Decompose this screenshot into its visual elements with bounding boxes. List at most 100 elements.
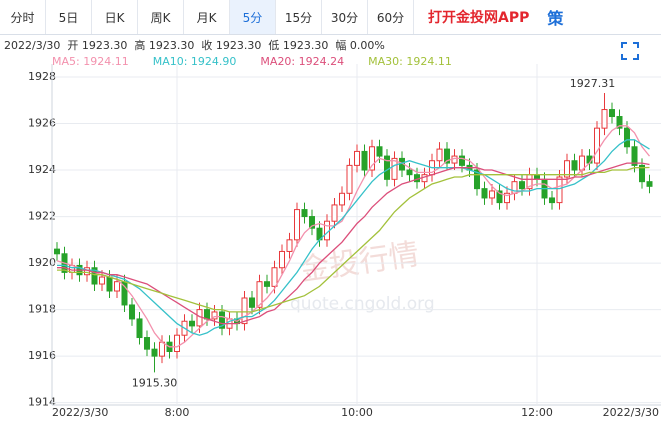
candle-body	[369, 146, 375, 171]
tab[interactable]: 15分	[276, 0, 322, 34]
candle-body	[279, 250, 285, 269]
candle-body	[496, 190, 503, 204]
candle-body	[91, 267, 98, 285]
candle-body	[631, 146, 638, 166]
info-text: 高 1923.30	[134, 38, 194, 52]
candle-body	[481, 188, 488, 199]
x-tick-label: 12:00	[521, 406, 553, 419]
x-tick-label: 10:00	[341, 406, 373, 419]
tab[interactable]: 60分	[368, 0, 414, 34]
legend-entry: MA20: 1924.24	[260, 55, 344, 68]
candle-body	[444, 148, 450, 164]
candle-body	[556, 176, 563, 204]
candle-body	[114, 281, 120, 292]
candle-body	[436, 148, 443, 162]
legend-entry: MA10: 1924.90	[153, 55, 237, 68]
x-tick-label: 2022/3/30	[603, 406, 659, 419]
candle-body	[391, 157, 398, 180]
candle-body	[106, 276, 113, 292]
candle-body	[129, 304, 135, 320]
candle-body	[159, 341, 165, 357]
y-tick-label: 1922	[28, 210, 56, 223]
x-tick-label: 2022/3/30	[52, 406, 108, 419]
candle-body	[354, 150, 360, 166]
candle-body	[54, 248, 60, 255]
candle-body	[361, 150, 368, 171]
candle-body	[639, 164, 645, 183]
candle-body	[99, 276, 105, 285]
candle-body	[144, 337, 150, 350]
candle-body	[136, 318, 143, 339]
tab[interactable]: 周K	[138, 0, 184, 34]
candle-body	[286, 239, 293, 252]
candle-body	[331, 204, 338, 222]
app-link[interactable]: 打开金投网APP	[428, 10, 530, 26]
candle-body	[271, 267, 278, 287]
candle-body	[204, 309, 210, 320]
tab[interactable]: 30分	[322, 0, 368, 34]
y-tick-label: 1914	[28, 396, 56, 409]
candle-body	[646, 181, 653, 187]
ma-line	[57, 139, 650, 336]
y-tick-label: 1926	[28, 117, 56, 130]
extreme-label: 1915.30	[132, 376, 178, 389]
candle-body	[406, 169, 413, 176]
tab[interactable]: 5日	[46, 0, 92, 34]
candle-body	[376, 146, 383, 157]
candle-body	[594, 127, 600, 164]
candle-body	[256, 281, 263, 308]
candle-body	[624, 127, 630, 148]
extreme-label: 1927.31	[570, 77, 616, 90]
candle-body	[504, 192, 510, 204]
tab[interactable]: 分时	[0, 0, 46, 34]
candle-body	[601, 109, 608, 129]
tab-bar: 分时 5日 日K 周K 月K 5分 15分 30分 60分 打开金投网APP 策	[0, 0, 661, 35]
candle-body	[534, 174, 540, 180]
y-tick-label: 1916	[28, 349, 56, 362]
x-tick-label: 8:00	[165, 406, 190, 419]
legend-entry: MA30: 1924.11	[368, 55, 452, 68]
y-tick-label: 1924	[28, 163, 56, 176]
ma-line	[57, 166, 650, 313]
icon-label[interactable]: 策	[547, 9, 564, 28]
ma-line	[57, 162, 650, 325]
candle-body	[301, 209, 308, 218]
candle-body	[571, 160, 578, 171]
y-tick-label: 1928	[28, 70, 56, 83]
tab[interactable]: 5分	[230, 0, 276, 34]
candle-body	[189, 320, 195, 327]
candle-body	[241, 297, 248, 325]
candle-body	[294, 209, 300, 241]
ma-line	[56, 125, 651, 348]
tab[interactable]: 日K	[92, 0, 138, 34]
candle-body	[174, 334, 180, 352]
candle-body	[211, 311, 218, 320]
info-text: 收 1923.30	[201, 38, 261, 52]
candle-body	[264, 281, 270, 287]
candle-body	[609, 109, 615, 118]
candle-body	[564, 160, 570, 178]
candle-body	[549, 197, 555, 204]
candle-body	[489, 190, 495, 199]
candle-body	[339, 192, 345, 206]
candle-body	[346, 164, 353, 194]
fullscreen-icon[interactable]	[621, 42, 639, 60]
candle-body	[459, 155, 465, 166]
legend-entry: MA5: 1924.11	[52, 55, 129, 68]
info-text: 2022/3/30	[4, 39, 60, 52]
info-text: 幅 0.00%	[335, 39, 384, 52]
watermark: quote.cngold.org	[290, 294, 435, 314]
candle-body	[249, 297, 255, 308]
candle-body	[309, 216, 315, 229]
chart: 2022/3/30 开 1923.30 高 1923.30 收 1923.30 低 19…	[4, 38, 661, 419]
candle-body	[474, 169, 480, 190]
candle-body	[219, 311, 225, 329]
candle-body	[616, 116, 623, 129]
tab[interactable]: 月K	[184, 0, 230, 34]
info-text: 开 1923.30	[67, 39, 127, 52]
info-text: 低 1923.30	[268, 39, 328, 52]
y-tick-label: 1920	[28, 256, 56, 269]
y-tick-label: 1918	[28, 303, 56, 316]
candle-body	[151, 348, 158, 357]
